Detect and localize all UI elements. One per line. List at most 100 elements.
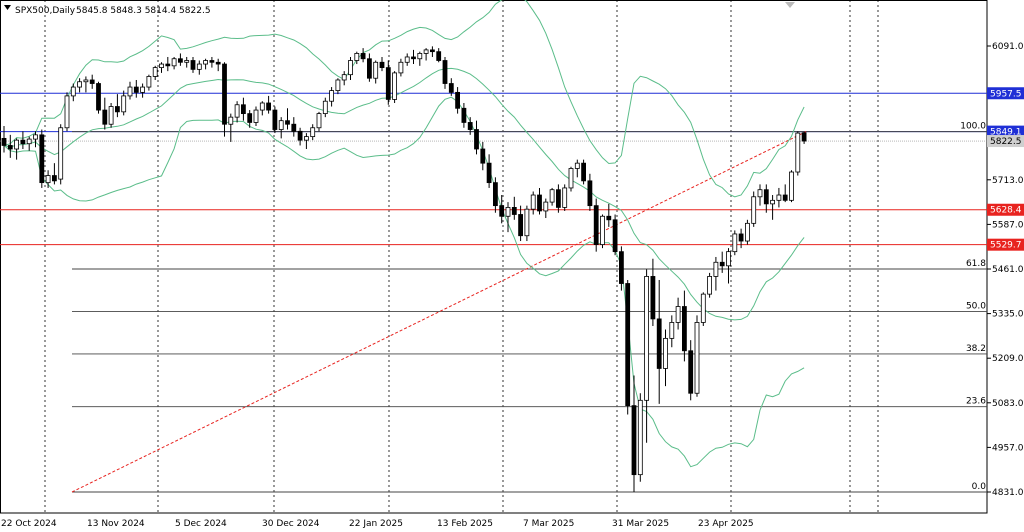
- candle: [801, 131, 807, 144]
- candle-body-bear: [297, 130, 303, 141]
- price-tick-label: 5083.0: [992, 399, 1024, 409]
- fib-level-label: 100.0: [960, 122, 986, 132]
- candle-body-bull: [64, 95, 70, 129]
- candle-body-bull: [14, 139, 20, 150]
- candle: [203, 58, 209, 70]
- candle: [726, 248, 731, 284]
- candle: [196, 60, 202, 75]
- candle-body-bear: [518, 214, 523, 237]
- candle: [480, 141, 486, 171]
- candle-body-bear: [682, 306, 687, 352]
- candle: [33, 131, 38, 148]
- candle-body-bear: [247, 113, 253, 123]
- candle: [763, 184, 769, 213]
- candle: [574, 159, 580, 178]
- candle: [272, 106, 278, 134]
- candle-body-bear: [52, 175, 57, 182]
- scroll-marker-icon[interactable]: [785, 2, 795, 8]
- candle-body-bull: [713, 261, 719, 277]
- ohlc-readout: 5845.8 5848.3 5814.4 5822.5: [76, 6, 211, 16]
- candle: [152, 65, 158, 80]
- candle: [537, 187, 542, 215]
- candle-body-bull: [303, 136, 309, 141]
- candle-body-bear: [467, 122, 473, 130]
- candle: [165, 56, 171, 72]
- candle-body-bull: [373, 61, 379, 79]
- fibonacci-retracement[interactable]: 100.0 61.8 50.0 38.2 23.6 0.0: [72, 122, 987, 493]
- date-tick-label: 23 Apr 2025: [698, 519, 754, 529]
- candle: [354, 51, 360, 65]
- level-tag: [987, 203, 1024, 216]
- candle: [266, 95, 272, 114]
- candle-body-bear: [631, 405, 637, 476]
- candle-body-bull: [33, 134, 38, 140]
- candle-body-bear: [719, 261, 725, 267]
- candle: [789, 170, 794, 203]
- candle-body-bear: [272, 109, 278, 130]
- candle-body-bear: [215, 61, 221, 65]
- candle: [215, 58, 221, 72]
- candle: [373, 60, 379, 84]
- price-tick-label: 5461.0: [992, 265, 1024, 275]
- candle-body-bear: [461, 107, 467, 123]
- candle-body-bull: [184, 60, 190, 63]
- candle: [322, 97, 328, 118]
- trendline[interactable]: [71, 131, 807, 493]
- candle: [404, 53, 410, 66]
- candle-body-bull: [140, 86, 146, 93]
- candle: [1, 125, 7, 153]
- candle: [719, 251, 725, 273]
- candle: [247, 110, 253, 128]
- candle: [568, 166, 574, 192]
- candle-body-bull: [663, 337, 668, 369]
- grid-layer: [0, 0, 988, 514]
- candle: [499, 195, 505, 224]
- candle: [385, 60, 391, 105]
- candle: [127, 81, 133, 100]
- price-tick-label: 5209.0: [992, 354, 1024, 364]
- candle-body-bull: [310, 127, 316, 138]
- candle-body-bear: [587, 180, 593, 207]
- candle-body-bear: [492, 182, 498, 207]
- date-tick-label: 22 Oct 2024: [1, 519, 57, 529]
- chart-header: SPX500,Daily 5845.8 5848.3 5814.4 5822.5: [4, 5, 211, 16]
- candle: [45, 170, 51, 188]
- candle: [612, 214, 618, 256]
- date-tick-label: 22 Jan 2025: [349, 519, 403, 529]
- candle-body-bear: [606, 215, 612, 221]
- candle: [619, 246, 624, 291]
- candle: [329, 87, 335, 107]
- candle-body-bear: [782, 194, 788, 201]
- date-tick-label: 13 Nov 2024: [87, 519, 145, 529]
- candle: [562, 184, 568, 211]
- candle-body-bear: [436, 51, 442, 61]
- candle-body-bull: [707, 276, 712, 295]
- candle: [417, 51, 423, 66]
- candle-body-bear: [738, 233, 744, 242]
- candle: [146, 74, 152, 91]
- candle: [228, 113, 234, 142]
- candle-body-bull: [159, 63, 164, 68]
- candle-body-bull: [146, 76, 152, 88]
- candle-body-bear: [7, 145, 13, 150]
- candle: [316, 111, 322, 132]
- candle-body-bear: [625, 283, 631, 407]
- collapse-triangle-icon[interactable]: [4, 5, 11, 10]
- candle-body-bull: [348, 60, 353, 76]
- price-tick-label: 5587.0: [992, 220, 1024, 230]
- bollinger-upper: [3, 0, 805, 198]
- trend-line[interactable]: [71, 131, 807, 493]
- candle: [461, 102, 467, 128]
- candle: [115, 94, 120, 118]
- candle: [587, 173, 593, 211]
- candle-body-bull: [549, 189, 555, 203]
- candle-body-bull: [45, 175, 51, 184]
- candle: [259, 101, 265, 116]
- candle-body-bear: [20, 139, 26, 145]
- candle-body-bull: [234, 104, 240, 118]
- candle-body-bull: [745, 222, 750, 242]
- price-tick-label: 4957.0: [992, 443, 1024, 453]
- candle-body-bull: [505, 207, 511, 217]
- plot-frame: [0, 0, 988, 514]
